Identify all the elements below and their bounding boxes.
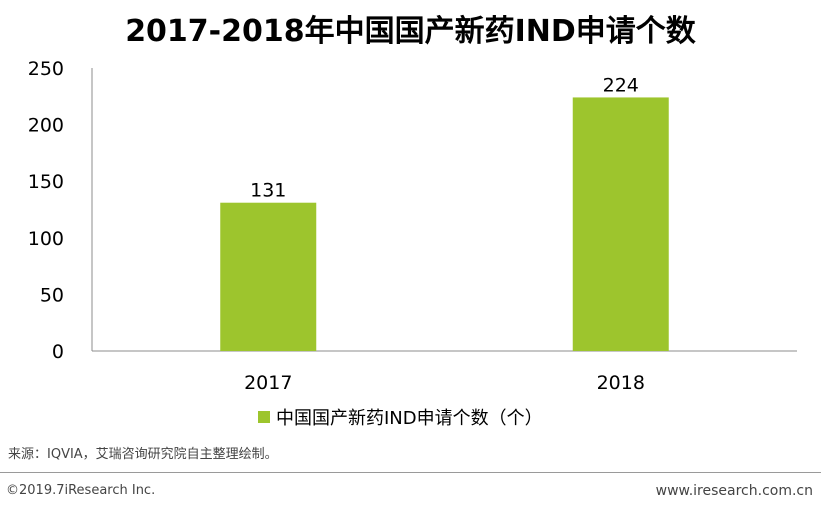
y-tick-label: 200 xyxy=(28,115,64,137)
footer-divider xyxy=(0,472,821,473)
bar xyxy=(572,97,669,351)
chart-title: 2017-2018年中国国产新药IND申请个数 xyxy=(125,14,696,49)
legend-swatch xyxy=(258,411,270,423)
copyright: ©2019.7iResearch Inc. xyxy=(6,483,156,498)
legend: 中国国产新药IND申请个数（个） xyxy=(258,405,543,429)
bar-chart: 0 50 100 150 200 250 2017 2018 131 224 xyxy=(28,58,797,394)
x-tick-label: 2018 xyxy=(597,372,645,394)
bar xyxy=(220,202,317,351)
x-tick-label: 2017 xyxy=(244,372,292,394)
y-tick-label: 150 xyxy=(28,171,64,193)
y-tick-label: 250 xyxy=(28,58,64,80)
x-axis-ticks: 2017 2018 xyxy=(244,372,645,394)
data-label: 131 xyxy=(250,180,286,202)
y-tick-label: 100 xyxy=(28,228,64,250)
y-axis-ticks: 0 50 100 150 200 250 xyxy=(28,58,64,363)
y-tick-label: 0 xyxy=(52,341,64,363)
y-tick-label: 50 xyxy=(40,284,64,306)
bars xyxy=(220,97,669,351)
source-note: 来源：IQVIA，艾瑞咨询研究院自主整理绘制。 xyxy=(8,447,278,462)
data-labels: 131 224 xyxy=(250,74,639,201)
legend-label: 中国国产新药IND申请个数（个） xyxy=(276,408,543,429)
website-link[interactable]: www.iresearch.com.cn xyxy=(655,483,813,499)
axes xyxy=(91,68,797,352)
data-label: 224 xyxy=(603,74,639,96)
